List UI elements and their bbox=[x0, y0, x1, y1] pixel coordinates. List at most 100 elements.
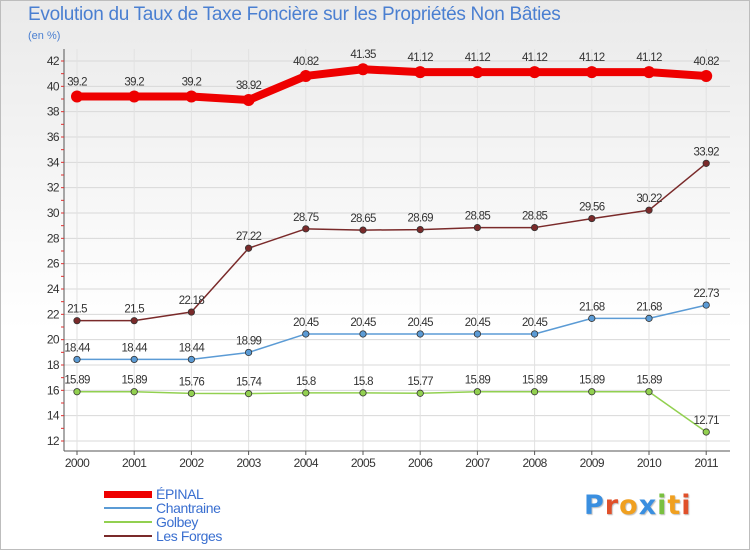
data-label: 18.44 bbox=[64, 342, 91, 354]
data-label: 41.12 bbox=[408, 52, 434, 64]
data-label: 28.65 bbox=[350, 213, 376, 225]
data-point bbox=[473, 388, 481, 396]
data-label: 15.77 bbox=[408, 376, 434, 388]
y-tick-label: 42 bbox=[47, 54, 60, 68]
data-point bbox=[245, 390, 253, 398]
chart-title: Evolution du Taux de Taxe Foncière sur l… bbox=[28, 4, 561, 25]
data-point bbox=[471, 66, 484, 79]
legend-label: Chantraine bbox=[156, 500, 221, 516]
data-point bbox=[643, 66, 655, 79]
data-label: 41.12 bbox=[579, 52, 605, 64]
data-point bbox=[242, 94, 255, 107]
data-point bbox=[588, 314, 596, 322]
data-label: 21.68 bbox=[636, 301, 662, 313]
y-tick-label: 32 bbox=[47, 181, 60, 195]
data-label: 38.92 bbox=[236, 80, 262, 92]
data-label: 28.85 bbox=[522, 211, 548, 223]
data-label: 15.89 bbox=[465, 375, 491, 387]
data-label: 28.85 bbox=[465, 211, 491, 223]
data-label: 22.18 bbox=[179, 295, 205, 307]
legend-label: Les Forges bbox=[156, 528, 223, 544]
data-point bbox=[702, 428, 710, 436]
y-tick-label: 28 bbox=[47, 231, 60, 245]
y-tick-label: 30 bbox=[47, 206, 60, 220]
data-label: 28.69 bbox=[408, 213, 434, 225]
data-point bbox=[245, 244, 253, 252]
y-tick-label: 14 bbox=[47, 409, 60, 423]
data-point bbox=[416, 225, 424, 234]
data-point bbox=[414, 66, 427, 79]
data-point bbox=[530, 330, 539, 338]
y-tick-label: 22 bbox=[47, 307, 60, 321]
logo-letter: P bbox=[584, 490, 605, 521]
data-label: 12.71 bbox=[694, 415, 720, 427]
data-point bbox=[473, 330, 481, 338]
x-tick-label: 2007 bbox=[465, 456, 490, 470]
series-line-les-forges bbox=[76, 162, 707, 322]
legend-item: Chantraine bbox=[104, 500, 364, 516]
data-label: 20.45 bbox=[465, 317, 491, 329]
data-point bbox=[71, 90, 83, 103]
data-label: 15.76 bbox=[179, 376, 205, 388]
data-point bbox=[357, 63, 369, 76]
data-point bbox=[245, 348, 253, 357]
data-label: 15.89 bbox=[579, 375, 605, 387]
x-tick-label: 2002 bbox=[179, 456, 204, 470]
data-point bbox=[359, 226, 367, 234]
x-tick-label: 2010 bbox=[637, 456, 662, 470]
data-point bbox=[187, 308, 195, 316]
data-label: 20.45 bbox=[350, 317, 376, 329]
data-point bbox=[185, 90, 198, 103]
data-point bbox=[302, 330, 310, 338]
data-point bbox=[130, 355, 138, 364]
data-point bbox=[702, 301, 710, 309]
y-tick-label: 26 bbox=[47, 257, 60, 271]
legend-swatch bbox=[104, 521, 152, 523]
data-point bbox=[588, 388, 596, 396]
data-label: 28.75 bbox=[293, 212, 319, 224]
x-tick-label: 2001 bbox=[122, 456, 147, 470]
legend-item: Les Forges bbox=[104, 528, 364, 544]
data-label: 15.89 bbox=[522, 375, 548, 387]
legend-swatch bbox=[104, 507, 152, 509]
data-point bbox=[302, 225, 310, 233]
data-point bbox=[702, 159, 710, 167]
data-point bbox=[585, 66, 598, 79]
data-point bbox=[530, 223, 539, 232]
x-tick-label: 2008 bbox=[522, 456, 547, 470]
y-tick-label: 24 bbox=[47, 282, 60, 296]
unit-label: (en %) bbox=[28, 30, 61, 42]
x-tick-label: 2009 bbox=[580, 456, 605, 470]
data-label: 30.22 bbox=[636, 193, 662, 205]
legend-item: ÉPINAL bbox=[104, 486, 364, 502]
data-label: 15.89 bbox=[636, 375, 662, 387]
x-tick-label: 2003 bbox=[236, 456, 261, 470]
data-point bbox=[645, 206, 653, 214]
data-label: 29.56 bbox=[579, 202, 605, 214]
data-point bbox=[645, 388, 653, 396]
data-point bbox=[187, 389, 195, 397]
data-point bbox=[528, 66, 541, 79]
legend-swatch bbox=[104, 535, 152, 537]
data-label: 22.73 bbox=[694, 288, 720, 300]
logo-letter: i bbox=[681, 490, 692, 521]
legend-item: Golbey bbox=[104, 514, 364, 530]
data-label: 40.82 bbox=[694, 56, 720, 68]
legend-label: ÉPINAL bbox=[156, 486, 204, 502]
logo-letter: r bbox=[604, 490, 620, 521]
data-point bbox=[130, 317, 138, 325]
data-point bbox=[299, 69, 312, 82]
data-label: 40.82 bbox=[293, 56, 319, 68]
legend-label: Golbey bbox=[156, 514, 198, 530]
logo-letter: x bbox=[638, 490, 658, 521]
data-point bbox=[302, 389, 310, 397]
data-point bbox=[473, 223, 481, 232]
data-point bbox=[73, 317, 81, 325]
data-label: 15.89 bbox=[64, 375, 90, 387]
series-line-chantraine bbox=[76, 304, 707, 361]
data-label: 39.2 bbox=[182, 76, 202, 88]
data-point bbox=[416, 330, 424, 338]
data-label: 21.68 bbox=[579, 301, 605, 313]
